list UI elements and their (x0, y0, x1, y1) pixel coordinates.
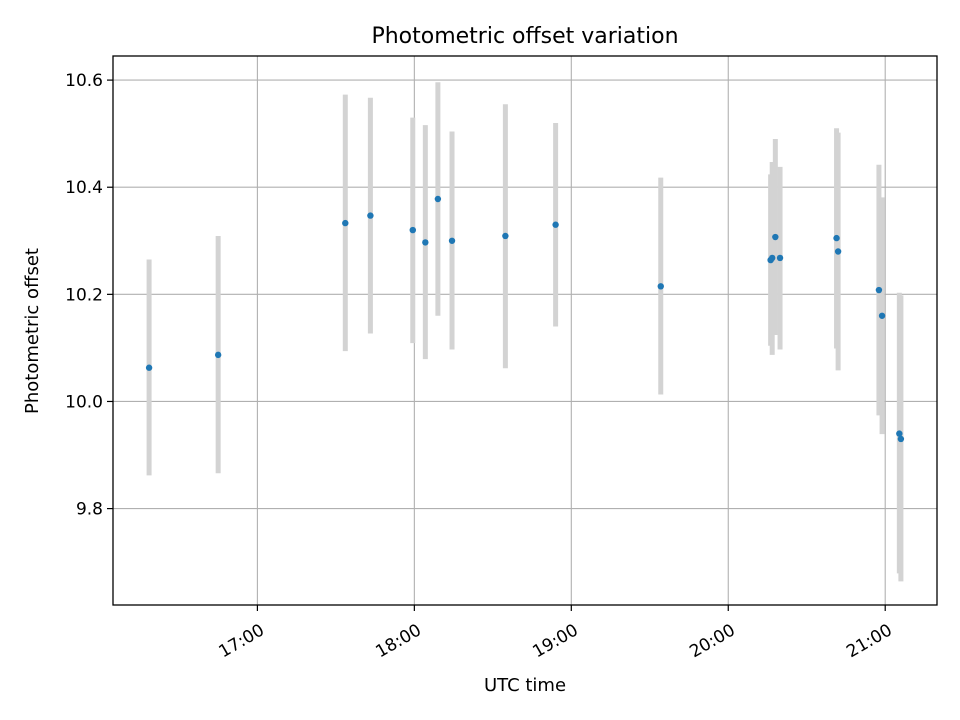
y-tick-label: 9.8 (76, 500, 103, 520)
data-point (214, 351, 222, 359)
data-point (875, 286, 883, 294)
data-point (552, 221, 559, 228)
y-axis-label: Photometric offset (22, 248, 43, 414)
data-point (657, 283, 664, 290)
data-point (833, 234, 840, 242)
chart-title: Photometric offset variation (371, 24, 678, 49)
data-point (145, 364, 153, 371)
data-point (448, 237, 456, 244)
y-tick-label: 10.2 (65, 285, 103, 305)
data-points (145, 195, 905, 443)
plot-frame (112, 55, 938, 606)
y-tick-label: 10.0 (65, 392, 103, 412)
data-point (897, 435, 905, 443)
y-tick-label: 10.6 (65, 71, 103, 91)
data-point (769, 254, 776, 262)
data-point (896, 430, 903, 437)
data-point (502, 232, 509, 240)
x-axis-label: UTC time (484, 675, 566, 696)
data-point (422, 239, 429, 246)
data-point (772, 233, 779, 241)
plot-area (113, 56, 937, 605)
data-point (367, 212, 374, 219)
data-point (409, 226, 416, 234)
data-point (878, 312, 886, 319)
data-point (434, 195, 442, 203)
data-point (342, 219, 349, 227)
data-point (776, 254, 784, 262)
data-point (834, 248, 842, 255)
y-axis-ticks: 9.8 10.0 10.2 10.4 10.6 (65, 71, 113, 520)
y-tick-label: 10.4 (65, 178, 103, 198)
